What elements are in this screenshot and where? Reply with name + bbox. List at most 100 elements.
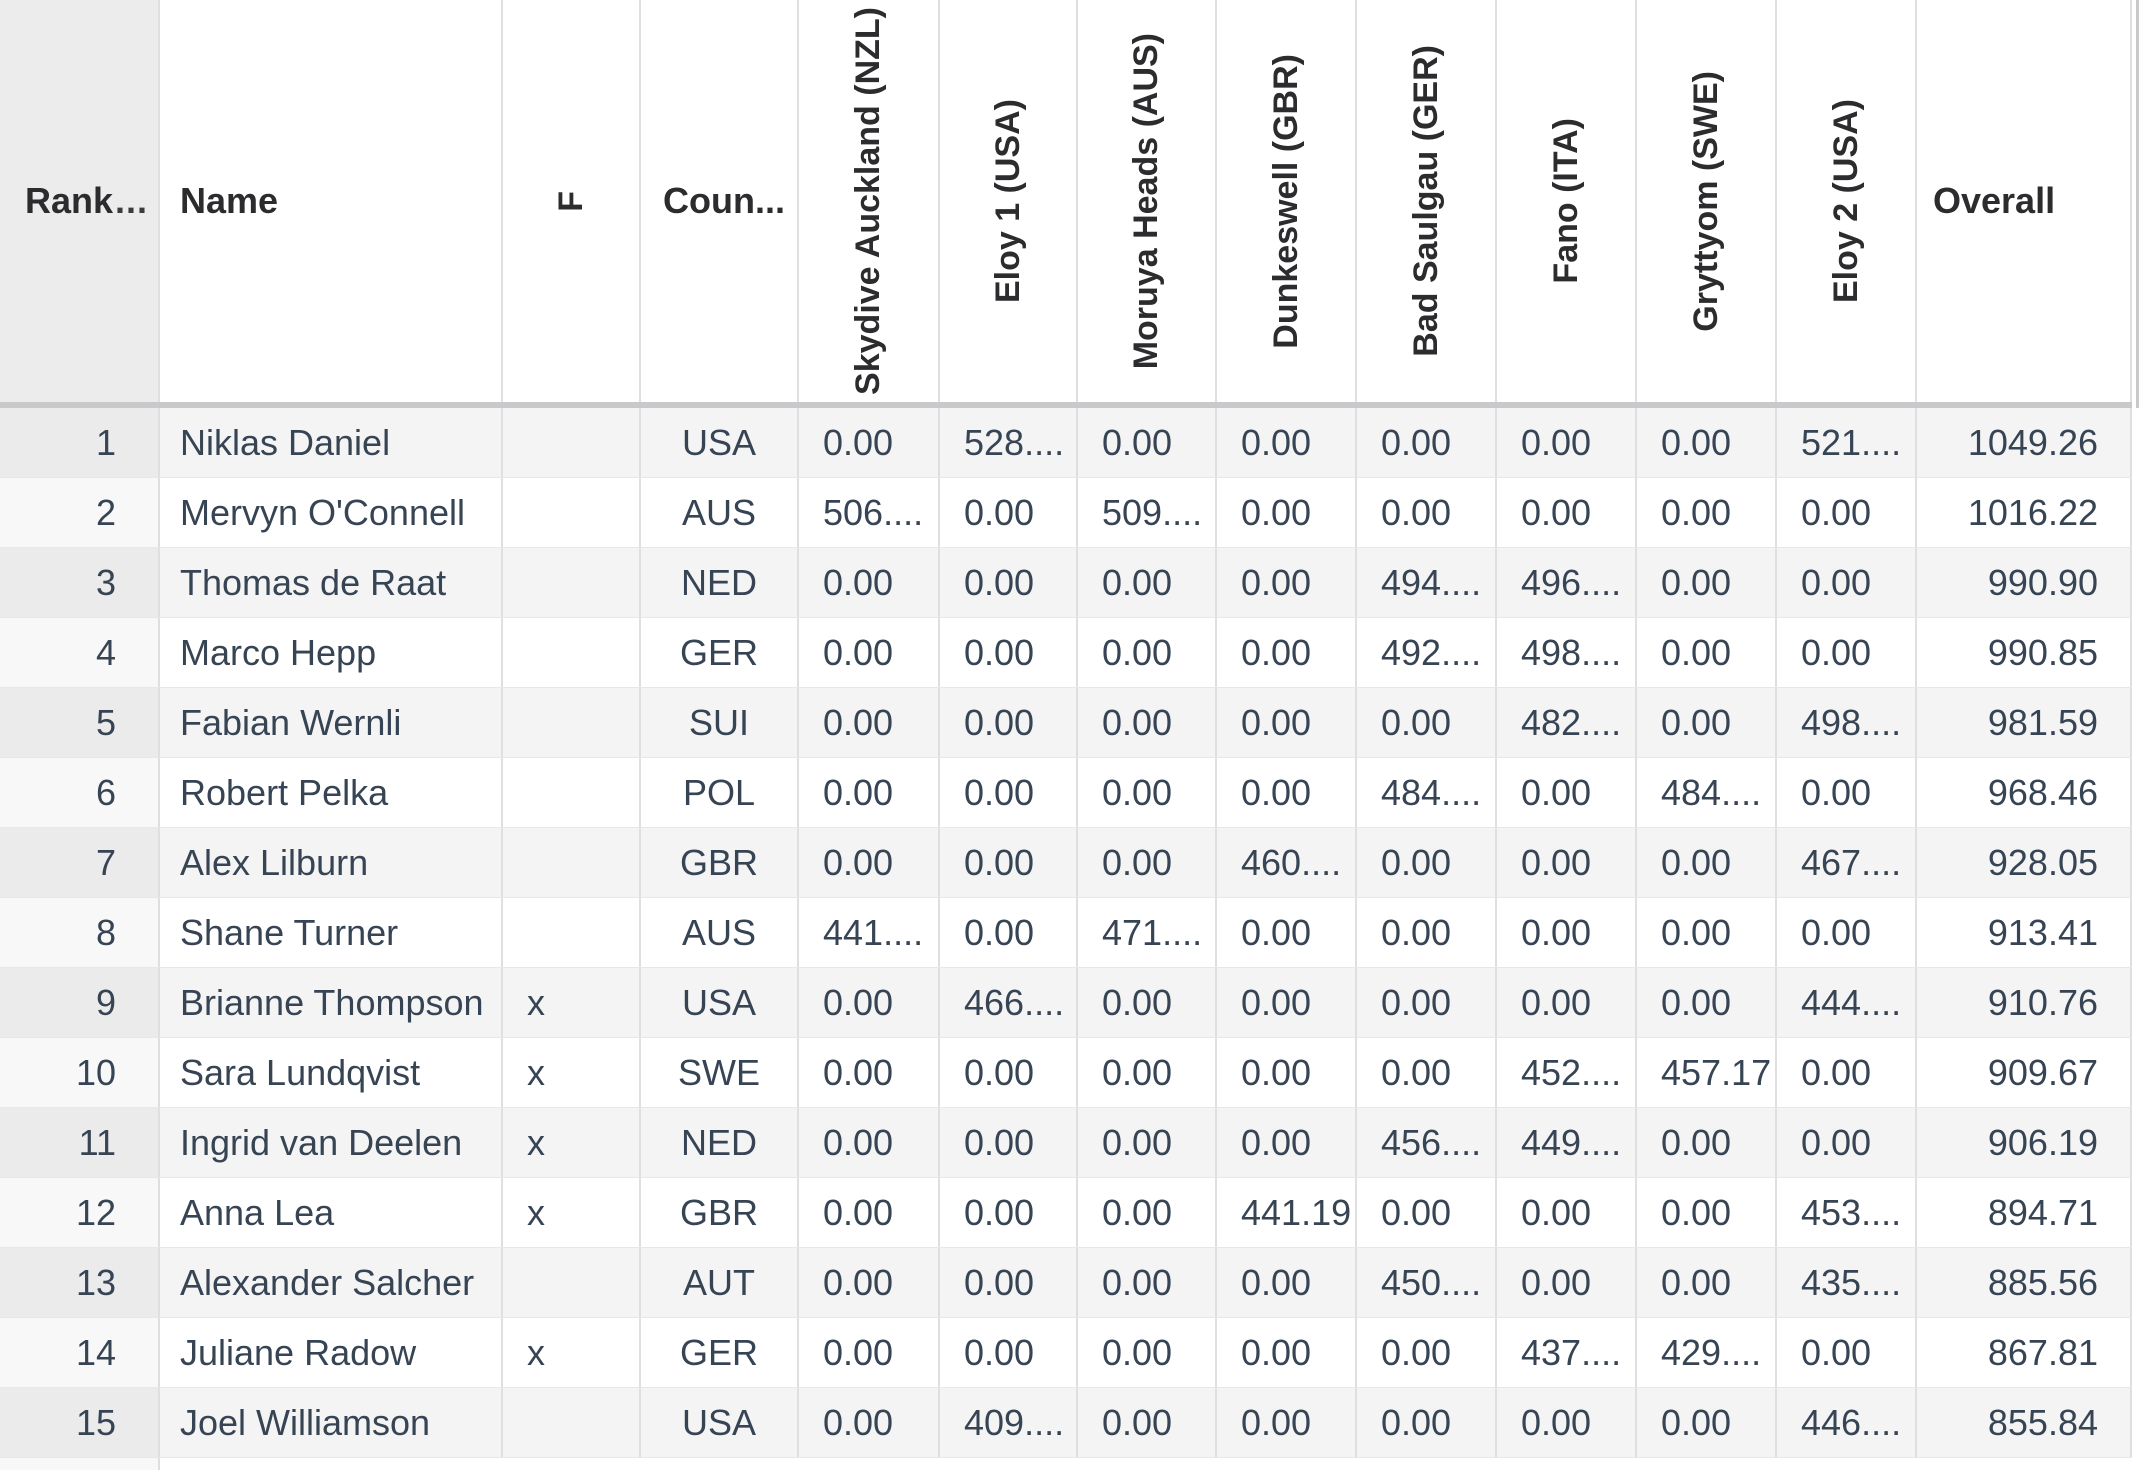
cell-eloy-1-usa[interactable]: 0.00 bbox=[940, 1318, 1078, 1387]
cell-country[interactable]: AUT bbox=[641, 1248, 799, 1317]
cell-gryttyom-swe[interactable]: 0.00 bbox=[1637, 688, 1777, 757]
cell-eloy-2-usa[interactable]: 521.... bbox=[1777, 408, 1917, 477]
cell-rank[interactable]: 9 bbox=[0, 968, 160, 1037]
cell-fano-ita[interactable]: 0.00 bbox=[1497, 1388, 1637, 1457]
cell-f[interactable] bbox=[503, 408, 641, 477]
cell-moruya-heads-aus[interactable]: 0.00 bbox=[1078, 1318, 1217, 1387]
column-header-country[interactable]: Coun... bbox=[641, 0, 799, 402]
cell-skydive-auckland-nzl[interactable]: 0.00 bbox=[799, 1248, 940, 1317]
column-header-fano-ita[interactable]: Fano (ITA) bbox=[1497, 0, 1637, 402]
cell-name[interactable]: Niklas Daniel bbox=[160, 408, 503, 477]
cell-eloy-2-usa[interactable]: 0.00 bbox=[1777, 898, 1917, 967]
cell-dunkeswell-gbr[interactable]: 0.00 bbox=[1217, 1248, 1357, 1317]
cell-moruya-heads-aus[interactable]: 0.00 bbox=[1078, 1178, 1217, 1247]
cell-dunkeswell-gbr[interactable]: 0.00 bbox=[1217, 758, 1357, 827]
cell-f[interactable] bbox=[503, 688, 641, 757]
cell-fano-ita[interactable]: 0.00 bbox=[1497, 898, 1637, 967]
cell-bad-saulgau-ger[interactable]: 0.00 bbox=[1357, 828, 1497, 897]
cell-overall[interactable]: 910.76 bbox=[1917, 968, 2132, 1037]
cell-gryttyom-swe[interactable]: 457.17 bbox=[1637, 1038, 1777, 1107]
cell-eloy-2-usa[interactable]: 0.00 bbox=[1777, 548, 1917, 617]
cell-name[interactable]: Robert Pelka bbox=[160, 758, 503, 827]
table-row[interactable]: 4 Marco Hepp GER 0.00 0.00 0.00 0.00 492.... 498… bbox=[0, 618, 2132, 688]
cell-eloy-1-usa[interactable]: 0.00 bbox=[940, 1108, 1078, 1177]
cell-skydive-auckland-nzl[interactable]: 0.00 bbox=[799, 758, 940, 827]
cell-country[interactable]: GER bbox=[641, 618, 799, 687]
cell-fano-ita[interactable]: 0.00 bbox=[1497, 828, 1637, 897]
cell-rank[interactable]: 10 bbox=[0, 1038, 160, 1107]
cell-eloy-1-usa[interactable]: 0.00 bbox=[940, 1038, 1078, 1107]
column-header-f[interactable]: F bbox=[503, 0, 641, 402]
cell-bad-saulgau-ger[interactable]: 0.00 bbox=[1357, 1388, 1497, 1457]
cell-rank[interactable]: 7 bbox=[0, 828, 160, 897]
cell-name[interactable]: Joel Williamson bbox=[160, 1388, 503, 1457]
cell-overall[interactable]: 1049.26 bbox=[1917, 408, 2132, 477]
cell-overall[interactable]: 990.90 bbox=[1917, 548, 2132, 617]
table-row[interactable]: 8 Shane Turner AUS 441.... 0.00 471.... 0.00 0.… bbox=[0, 898, 2132, 968]
cell-name[interactable]: Brianne Thompson bbox=[160, 968, 503, 1037]
cell-bad-saulgau-ger[interactable]: 450.... bbox=[1357, 1248, 1497, 1317]
cell-overall[interactable]: 928.05 bbox=[1917, 828, 2132, 897]
cell-fano-ita[interactable]: 0.00 bbox=[1497, 408, 1637, 477]
cell-overall[interactable]: 909.67 bbox=[1917, 1038, 2132, 1107]
cell-gryttyom-swe[interactable]: 0.00 bbox=[1637, 1178, 1777, 1247]
cell-bad-saulgau-ger[interactable]: 0.00 bbox=[1357, 688, 1497, 757]
cell-skydive-auckland-nzl[interactable]: 0.00 bbox=[799, 1038, 940, 1107]
cell-rank[interactable]: 14 bbox=[0, 1318, 160, 1387]
cell-moruya-heads-aus[interactable]: 0.00 bbox=[1078, 1038, 1217, 1107]
cell-fano-ita[interactable]: 452.... bbox=[1497, 1038, 1637, 1107]
cell-country[interactable]: USA bbox=[641, 1388, 799, 1457]
cell-fano-ita[interactable]: 449.... bbox=[1497, 1108, 1637, 1177]
table-row[interactable]: 11 Ingrid van Deelen x NED 0.00 0.00 0.00 0.00 4… bbox=[0, 1108, 2132, 1178]
cell-eloy-1-usa[interactable]: 528.... bbox=[940, 408, 1078, 477]
cell-bad-saulgau-ger[interactable]: 492.... bbox=[1357, 618, 1497, 687]
cell-name[interactable]: Sara Lundqvist bbox=[160, 1038, 503, 1107]
cell-rank[interactable]: 8 bbox=[0, 898, 160, 967]
cell-f[interactable] bbox=[503, 828, 641, 897]
cell-gryttyom-swe[interactable]: 0.00 bbox=[1637, 1388, 1777, 1457]
cell-eloy-2-usa[interactable]: 0.00 bbox=[1777, 1108, 1917, 1177]
cell-overall[interactable]: 894.71 bbox=[1917, 1178, 2132, 1247]
cell-eloy-2-usa[interactable]: 435.... bbox=[1777, 1248, 1917, 1317]
cell-name[interactable]: Mervyn O'Connell bbox=[160, 478, 503, 547]
cell-moruya-heads-aus[interactable]: 0.00 bbox=[1078, 1248, 1217, 1317]
cell-skydive-auckland-nzl[interactable]: 0.00 bbox=[799, 618, 940, 687]
column-header-overall[interactable]: Overall bbox=[1917, 0, 2132, 402]
cell-overall[interactable]: 968.46 bbox=[1917, 758, 2132, 827]
cell-dunkeswell-gbr[interactable]: 460.... bbox=[1217, 828, 1357, 897]
column-header-eloy-1-usa[interactable]: Eloy 1 (USA) bbox=[940, 0, 1078, 402]
column-header-name[interactable]: Name bbox=[160, 0, 503, 402]
cell-eloy-2-usa[interactable]: 0.00 bbox=[1777, 618, 1917, 687]
cell-moruya-heads-aus[interactable]: 0.00 bbox=[1078, 828, 1217, 897]
cell-fano-ita[interactable]: 498.... bbox=[1497, 618, 1637, 687]
cell-bad-saulgau-ger[interactable]: 0.00 bbox=[1357, 968, 1497, 1037]
table-row[interactable]: 2 Mervyn O'Connell AUS 506.... 0.00 509.... 0.… bbox=[0, 478, 2132, 548]
table-row[interactable]: 5 Fabian Wernli SUI 0.00 0.00 0.00 0.00 0.00 482… bbox=[0, 688, 2132, 758]
cell-country[interactable]: USA bbox=[641, 968, 799, 1037]
cell-name[interactable]: Alex Lilburn bbox=[160, 828, 503, 897]
cell-skydive-auckland-nzl[interactable]: 0.00 bbox=[799, 1178, 940, 1247]
cell-f[interactable] bbox=[503, 618, 641, 687]
table-row[interactable]: 1 Niklas Daniel USA 0.00 528.... 0.00 0.00 0.00… bbox=[0, 408, 2132, 478]
cell-eloy-1-usa[interactable]: 409.... bbox=[940, 1388, 1078, 1457]
cell-eloy-2-usa[interactable]: 444.... bbox=[1777, 968, 1917, 1037]
cell-eloy-1-usa[interactable]: 0.00 bbox=[940, 1178, 1078, 1247]
cell-bad-saulgau-ger[interactable]: 0.00 bbox=[1357, 1178, 1497, 1247]
cell-f[interactable] bbox=[503, 1248, 641, 1317]
cell-skydive-auckland-nzl[interactable]: 0.00 bbox=[799, 968, 940, 1037]
table-row[interactable]: 7 Alex Lilburn GBR 0.00 0.00 0.00 460.... 0.00 0… bbox=[0, 828, 2132, 898]
cell-dunkeswell-gbr[interactable]: 0.00 bbox=[1217, 1318, 1357, 1387]
cell-moruya-heads-aus[interactable]: 471.... bbox=[1078, 898, 1217, 967]
cell-eloy-1-usa[interactable]: 0.00 bbox=[940, 1248, 1078, 1317]
cell-dunkeswell-gbr[interactable]: 0.00 bbox=[1217, 1038, 1357, 1107]
cell-eloy-1-usa[interactable]: 0.00 bbox=[940, 548, 1078, 617]
cell-rank[interactable]: 11 bbox=[0, 1108, 160, 1177]
cell-bad-saulgau-ger[interactable]: 0.00 bbox=[1357, 408, 1497, 477]
cell-rank[interactable]: 2 bbox=[0, 478, 160, 547]
cell-gryttyom-swe[interactable]: 0.00 bbox=[1637, 478, 1777, 547]
cell-country[interactable]: NED bbox=[641, 548, 799, 617]
cell-f[interactable]: x bbox=[503, 968, 641, 1037]
cell-country[interactable]: AUS bbox=[641, 478, 799, 547]
cell-overall[interactable]: 855.84 bbox=[1917, 1388, 2132, 1457]
cell-bad-saulgau-ger[interactable]: 0.00 bbox=[1357, 1038, 1497, 1107]
